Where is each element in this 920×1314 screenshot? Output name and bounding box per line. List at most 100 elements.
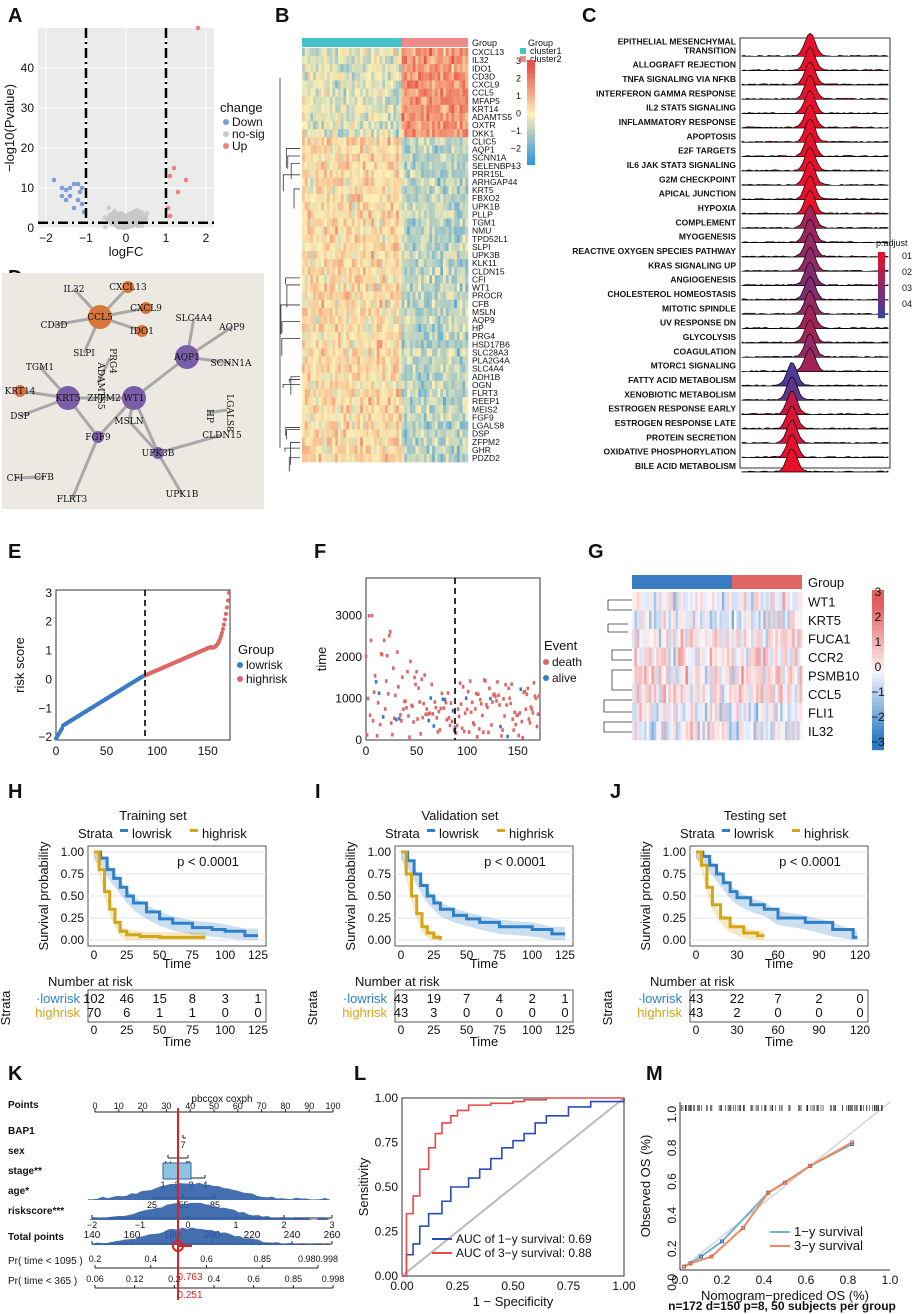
heatmap-cell bbox=[658, 610, 662, 630]
heatmap-cell bbox=[777, 647, 781, 667]
heatmap-cell bbox=[390, 234, 394, 244]
heatmap-cell bbox=[412, 72, 416, 81]
heatmap-cell bbox=[462, 129, 466, 138]
heatmap-cell bbox=[423, 299, 427, 309]
time-point bbox=[499, 724, 502, 729]
colorbar-segment bbox=[527, 88, 535, 92]
time-point bbox=[365, 733, 369, 737]
time-point bbox=[533, 694, 537, 698]
gene-label: GHR bbox=[472, 445, 491, 455]
heatmap-cell bbox=[335, 332, 339, 341]
heatmap-cell bbox=[376, 291, 380, 300]
heatmap-cell bbox=[440, 112, 444, 122]
heatmap-cell bbox=[393, 96, 397, 106]
heatmap-cell bbox=[385, 64, 389, 73]
heatmap-cell bbox=[360, 267, 364, 276]
time-point bbox=[463, 711, 467, 716]
heatmap-cell bbox=[409, 104, 413, 114]
heatmap-cell bbox=[393, 283, 397, 292]
heatmap-cell bbox=[401, 226, 405, 236]
heatmap-cell bbox=[731, 610, 735, 630]
heatmap-cell bbox=[379, 283, 383, 292]
heatmap-cell bbox=[396, 421, 400, 430]
heatmap-cell bbox=[423, 72, 427, 81]
heatmap-cell bbox=[343, 210, 347, 219]
heatmap-cell bbox=[393, 64, 397, 73]
heatmap-cell bbox=[632, 666, 635, 685]
heatmap-cell bbox=[360, 88, 364, 98]
heatmap-cell bbox=[326, 299, 330, 309]
heatmap-cell bbox=[357, 129, 361, 138]
heatmap-cell bbox=[310, 315, 314, 325]
colorbar-segment bbox=[872, 706, 884, 711]
heatmap-cell bbox=[412, 429, 416, 438]
heatmap-cell bbox=[714, 629, 718, 648]
heatmap-cell bbox=[379, 364, 383, 374]
heatmap-cell bbox=[432, 275, 436, 284]
heatmap-cell bbox=[393, 145, 397, 154]
heatmap-cell bbox=[337, 437, 342, 447]
heatmap-cell bbox=[362, 186, 366, 195]
heatmap-cell bbox=[354, 210, 358, 219]
heatmap-cell bbox=[799, 721, 803, 741]
heatmap-cell bbox=[304, 437, 308, 447]
heatmap-cell bbox=[459, 332, 463, 341]
panel-d-network: DCCL5CXCL13CXCL9IL32CD3DIDO1SLPIPRG4ADAM… bbox=[2, 267, 264, 509]
time-point bbox=[420, 677, 423, 682]
heatmap-cell bbox=[415, 250, 419, 260]
heatmap-cell bbox=[318, 437, 322, 447]
heatmap-cell bbox=[415, 413, 419, 422]
legend-line-low bbox=[427, 829, 435, 832]
heatmap-cell bbox=[697, 666, 701, 685]
heatmap-cell bbox=[459, 453, 463, 463]
heatmap-cell bbox=[738, 629, 742, 648]
heatmap-cell bbox=[393, 153, 397, 162]
heatmap-cell bbox=[329, 397, 333, 406]
risk-row-high-label: highrisk bbox=[342, 1005, 387, 1020]
heatmap-cell bbox=[335, 226, 339, 236]
heatmap-cell bbox=[343, 145, 347, 154]
heatmap-cell bbox=[321, 291, 325, 300]
heatmap-cell bbox=[743, 684, 747, 704]
heatmap-cell bbox=[357, 56, 361, 65]
heatmap-cell bbox=[371, 145, 375, 154]
heatmap-cell bbox=[362, 315, 366, 325]
heatmap-cell bbox=[368, 112, 372, 122]
heatmap-cell bbox=[335, 307, 339, 317]
heatmap-cell bbox=[371, 48, 375, 57]
heatmap-cell bbox=[636, 610, 640, 630]
heatmap-cell bbox=[797, 666, 800, 685]
heatmap-cell bbox=[360, 194, 364, 203]
heatmap-cell bbox=[418, 348, 422, 357]
heatmap-cell bbox=[302, 104, 306, 114]
heatmap-cell bbox=[390, 275, 394, 284]
heatmap-cell bbox=[418, 275, 422, 284]
gene-label: LGALS8 bbox=[472, 421, 504, 431]
heatmap-cell bbox=[440, 348, 444, 357]
heatmap-cell bbox=[398, 372, 402, 382]
heatmap-cell bbox=[462, 259, 466, 268]
heatmap-cell bbox=[385, 186, 389, 195]
heatmap-cell bbox=[717, 721, 720, 741]
time-point bbox=[506, 734, 509, 739]
colorbar-segment bbox=[872, 618, 884, 623]
time-point bbox=[457, 714, 461, 719]
heatmap-cell bbox=[313, 283, 317, 292]
heatmap-cell bbox=[709, 647, 713, 667]
heatmap-cell bbox=[459, 145, 463, 154]
heatmap-cell bbox=[379, 64, 383, 73]
heatmap-cell bbox=[437, 161, 441, 171]
point-down bbox=[75, 181, 81, 187]
heatmap-cell bbox=[451, 104, 455, 114]
heatmap-cell bbox=[738, 592, 742, 611]
heatmap-cell bbox=[387, 324, 391, 333]
heatmap-cell bbox=[315, 250, 319, 260]
heatmap-cell bbox=[343, 332, 347, 341]
heatmap-cell bbox=[362, 96, 366, 106]
heatmap-cell bbox=[373, 324, 377, 333]
heatmap-cell bbox=[673, 666, 677, 685]
heatmap-cell bbox=[443, 234, 447, 244]
heatmap-cell bbox=[666, 629, 669, 648]
heatmap-cell bbox=[432, 445, 436, 455]
heatmap-cell bbox=[404, 72, 408, 81]
